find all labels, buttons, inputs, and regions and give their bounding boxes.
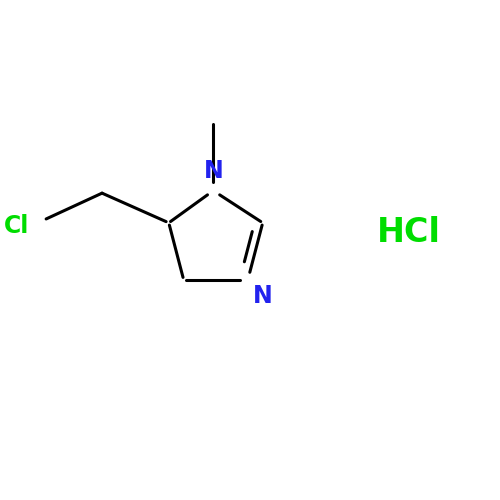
Text: HCl: HCl [376, 216, 440, 249]
Text: Cl: Cl [4, 214, 30, 238]
Text: N: N [253, 284, 272, 308]
Text: N: N [204, 160, 223, 184]
